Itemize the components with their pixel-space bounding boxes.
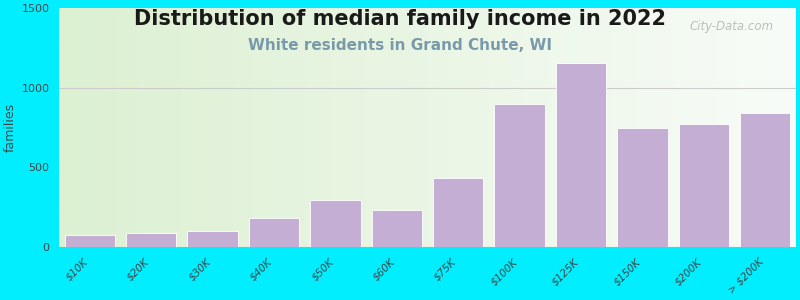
Bar xyxy=(678,124,729,247)
Bar xyxy=(249,218,299,247)
Bar xyxy=(556,63,606,247)
Text: City-Data.com: City-Data.com xyxy=(690,20,774,33)
Bar xyxy=(65,235,115,247)
Bar xyxy=(187,231,238,247)
Bar xyxy=(371,210,422,247)
Bar xyxy=(310,200,361,247)
Y-axis label: families: families xyxy=(4,103,17,152)
Text: Distribution of median family income in 2022: Distribution of median family income in … xyxy=(134,9,666,29)
Bar xyxy=(433,178,483,247)
Text: White residents in Grand Chute, WI: White residents in Grand Chute, WI xyxy=(248,38,552,52)
Bar xyxy=(740,113,790,247)
Bar xyxy=(126,233,176,247)
Bar xyxy=(617,128,667,247)
Bar xyxy=(494,104,545,247)
